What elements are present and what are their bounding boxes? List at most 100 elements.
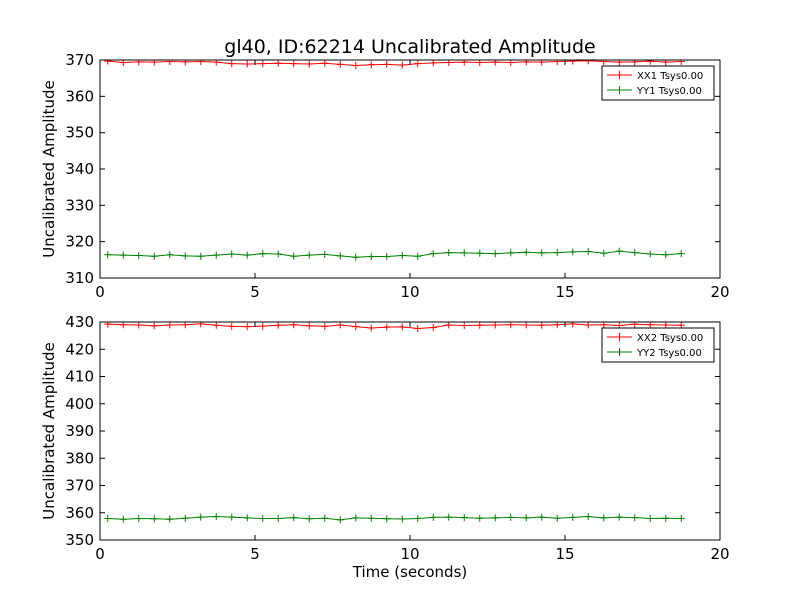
data-point	[662, 251, 670, 259]
x-tick-label: 20	[710, 545, 729, 563]
legend-box	[601, 65, 715, 101]
data-point	[445, 249, 453, 257]
data-point	[553, 514, 561, 522]
data-point	[305, 515, 313, 523]
data-point	[197, 60, 205, 65]
data-point	[460, 514, 468, 522]
data-point	[398, 61, 406, 69]
data-point	[352, 253, 360, 261]
legend-label: YY2 Tsys0.00	[636, 348, 702, 359]
data-point	[538, 60, 546, 66]
data-point	[522, 514, 530, 522]
data-point	[119, 515, 127, 523]
data-point	[476, 322, 484, 329]
data-point	[212, 322, 220, 329]
data-point	[135, 514, 143, 522]
data-point	[181, 252, 189, 260]
data-point	[104, 251, 112, 259]
data-point	[646, 60, 654, 65]
legend-label: XX2 Tsys0.00	[637, 333, 703, 344]
data-point	[352, 61, 360, 69]
data-point	[228, 322, 236, 330]
data-point	[491, 514, 499, 522]
data-point	[662, 322, 670, 329]
data-point	[290, 252, 298, 260]
data-point	[150, 252, 158, 260]
data-point	[662, 60, 670, 66]
data-point	[662, 514, 670, 522]
y-tick-label: 360	[65, 87, 94, 105]
data-point	[615, 60, 623, 66]
data-point	[677, 250, 685, 258]
legend-label: YY1 Tsys0.00	[636, 86, 702, 97]
data-point	[150, 60, 158, 66]
data-point	[538, 322, 546, 329]
data-point	[336, 252, 344, 260]
data-point	[104, 514, 112, 522]
data-point	[677, 60, 685, 65]
data-point	[197, 322, 205, 328]
data-point	[321, 60, 329, 67]
data-point	[445, 322, 453, 329]
data-point	[274, 514, 282, 522]
data-point	[631, 249, 639, 257]
y-tick-label: 340	[65, 160, 94, 178]
data-point	[398, 515, 406, 523]
legend-marker	[615, 348, 624, 356]
data-point	[491, 250, 499, 258]
data-point	[460, 322, 468, 330]
data-point	[228, 250, 236, 258]
data-point	[522, 60, 530, 66]
data-point	[150, 322, 158, 330]
data-point	[243, 60, 251, 68]
data-point	[212, 251, 220, 259]
data-point	[367, 61, 375, 69]
data-point	[212, 60, 220, 66]
data-layer	[104, 60, 685, 261]
data-point	[352, 514, 360, 522]
data-point	[522, 322, 530, 329]
x-tick-label: 15	[555, 545, 574, 563]
y-tick-label: 380	[65, 449, 94, 467]
data-point	[181, 60, 189, 66]
data-point	[646, 514, 654, 522]
data-point	[553, 60, 561, 65]
subplot-bottom: Uncalibrated Amplitude Time (seconds) 0 5…	[40, 313, 730, 581]
x-tick-label: 0	[95, 283, 105, 301]
subplot-top: Uncalibrated Amplitude 0 5 10 15 20 310 320 330…	[40, 51, 730, 301]
y-tick-label: 360	[65, 504, 94, 522]
data-point	[367, 253, 375, 261]
data-point	[104, 60, 112, 65]
data-point	[305, 322, 313, 330]
data-point	[166, 251, 174, 259]
y-tick-label: 400	[65, 395, 94, 413]
x-tick-label: 10	[400, 283, 419, 301]
legend-label: XX1 Tsys0.00	[637, 71, 703, 82]
y-tick-label: 330	[65, 196, 94, 214]
data-point	[166, 515, 174, 523]
data-point	[135, 60, 143, 66]
data-point	[336, 322, 344, 329]
data-point	[352, 323, 360, 331]
data-point	[336, 60, 344, 68]
x-tick-label: 0	[95, 545, 105, 563]
y-tick-label: 430	[65, 313, 94, 331]
data-point	[336, 516, 344, 524]
data-point	[305, 251, 313, 259]
data-point	[212, 513, 220, 521]
data-point	[507, 249, 515, 257]
data-point	[584, 60, 592, 65]
data-point	[197, 252, 205, 260]
data-point	[398, 251, 406, 259]
data-point	[491, 322, 499, 329]
data-point	[476, 514, 484, 522]
y-tick-label: 390	[65, 422, 94, 440]
x-tick-label: 20	[710, 283, 729, 301]
data-point	[259, 322, 267, 330]
data-layer	[104, 322, 685, 524]
data-point	[522, 248, 530, 256]
data-point	[104, 322, 112, 328]
data-point	[181, 514, 189, 522]
y-tick-label: 370	[65, 51, 94, 69]
data-point	[150, 515, 158, 523]
